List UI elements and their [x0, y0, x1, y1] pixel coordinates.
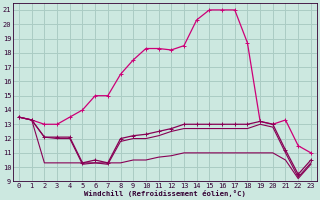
- X-axis label: Windchill (Refroidissement éolien,°C): Windchill (Refroidissement éolien,°C): [84, 190, 246, 197]
